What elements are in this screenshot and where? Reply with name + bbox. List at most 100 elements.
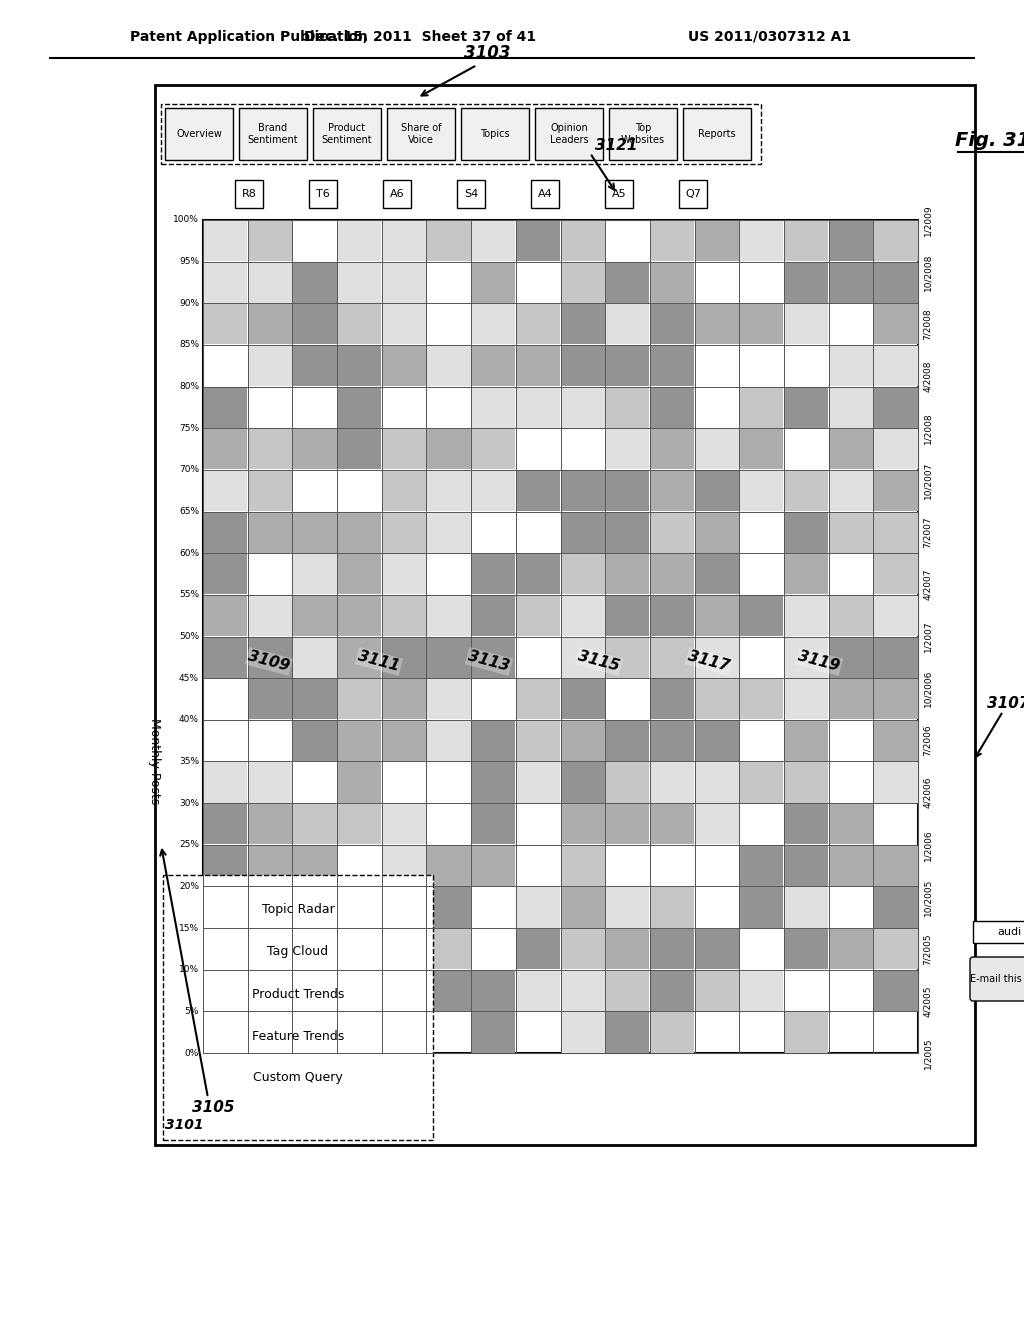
Bar (739, 887, 783, 928)
Text: Product Trends: Product Trends (252, 987, 344, 1001)
Text: 10%: 10% (179, 965, 199, 974)
Bar (293, 1012, 337, 1052)
Bar (605, 346, 649, 385)
Bar (382, 638, 426, 677)
Bar (873, 595, 918, 636)
Bar (234, 180, 263, 209)
Bar (338, 512, 381, 553)
Bar (427, 721, 471, 760)
Bar (204, 1012, 247, 1052)
Bar (338, 387, 381, 428)
Bar (695, 678, 738, 719)
Text: 40%: 40% (179, 715, 199, 725)
Bar (605, 512, 649, 553)
Bar (204, 762, 247, 803)
Bar (204, 970, 247, 1011)
Text: Reports: Reports (698, 129, 736, 139)
Text: 10/2005: 10/2005 (923, 878, 932, 916)
Bar (695, 304, 738, 345)
Text: 3121: 3121 (595, 137, 638, 153)
Text: 100%: 100% (173, 215, 199, 224)
Text: 7/2005: 7/2005 (923, 933, 932, 965)
Bar (605, 638, 649, 677)
Bar (516, 470, 560, 511)
Bar (784, 762, 828, 803)
Text: 65%: 65% (179, 507, 199, 516)
Text: E-mail this chart: E-mail this chart (970, 974, 1024, 983)
Text: 1/2009: 1/2009 (923, 205, 932, 236)
Bar (561, 512, 605, 553)
Text: 4/2007: 4/2007 (923, 569, 932, 601)
Bar (695, 595, 738, 636)
Bar (204, 387, 247, 428)
Bar (873, 678, 918, 719)
Bar (605, 180, 633, 209)
Bar (605, 387, 649, 428)
Bar (873, 638, 918, 677)
Bar (784, 845, 828, 886)
Bar (516, 553, 560, 594)
Bar (293, 845, 337, 886)
Bar (784, 638, 828, 677)
Bar (472, 220, 515, 261)
Bar (605, 887, 649, 928)
Bar (873, 512, 918, 553)
Bar (784, 928, 828, 969)
Text: 0%: 0% (184, 1048, 199, 1057)
Bar (427, 970, 471, 1011)
Text: 20%: 20% (179, 882, 199, 891)
Bar (784, 595, 828, 636)
Bar (784, 887, 828, 928)
Bar (382, 346, 426, 385)
Bar (472, 1012, 515, 1052)
Bar (784, 804, 828, 845)
Bar (561, 263, 605, 302)
Bar (605, 429, 649, 470)
Text: Custom Query: Custom Query (253, 1072, 343, 1085)
Bar (605, 304, 649, 345)
Bar (248, 346, 292, 385)
Bar (784, 304, 828, 345)
Bar (472, 845, 515, 886)
Bar (248, 512, 292, 553)
Bar (650, 762, 694, 803)
Bar (829, 804, 872, 845)
Bar (382, 304, 426, 345)
Bar (679, 180, 707, 209)
Bar (248, 804, 292, 845)
Bar (561, 595, 605, 636)
Text: Topics: Topics (480, 129, 510, 139)
Bar (427, 470, 471, 511)
Bar (248, 304, 292, 345)
Bar (427, 220, 471, 261)
Bar (457, 180, 485, 209)
Bar (739, 429, 783, 470)
Bar (561, 638, 605, 677)
Bar (605, 762, 649, 803)
Text: 3117: 3117 (686, 648, 731, 675)
Bar (784, 721, 828, 760)
Text: audi: audi (997, 927, 1022, 937)
Text: S4: S4 (464, 189, 478, 199)
Bar (293, 429, 337, 470)
Text: 3119: 3119 (797, 648, 842, 675)
Bar (472, 970, 515, 1011)
Bar (516, 346, 560, 385)
Bar (204, 220, 247, 261)
Text: A6: A6 (390, 189, 404, 199)
Bar (387, 108, 455, 160)
Text: 4/2005: 4/2005 (923, 985, 932, 1016)
Bar (338, 928, 381, 969)
Bar (695, 553, 738, 594)
Bar (161, 104, 761, 164)
Bar (829, 678, 872, 719)
Bar (248, 429, 292, 470)
Text: 75%: 75% (179, 424, 199, 433)
Bar (293, 263, 337, 302)
Bar (338, 595, 381, 636)
Text: 80%: 80% (179, 381, 199, 391)
Bar (605, 804, 649, 845)
Bar (427, 512, 471, 553)
Text: Topic Radar: Topic Radar (261, 903, 335, 916)
Bar (873, 470, 918, 511)
